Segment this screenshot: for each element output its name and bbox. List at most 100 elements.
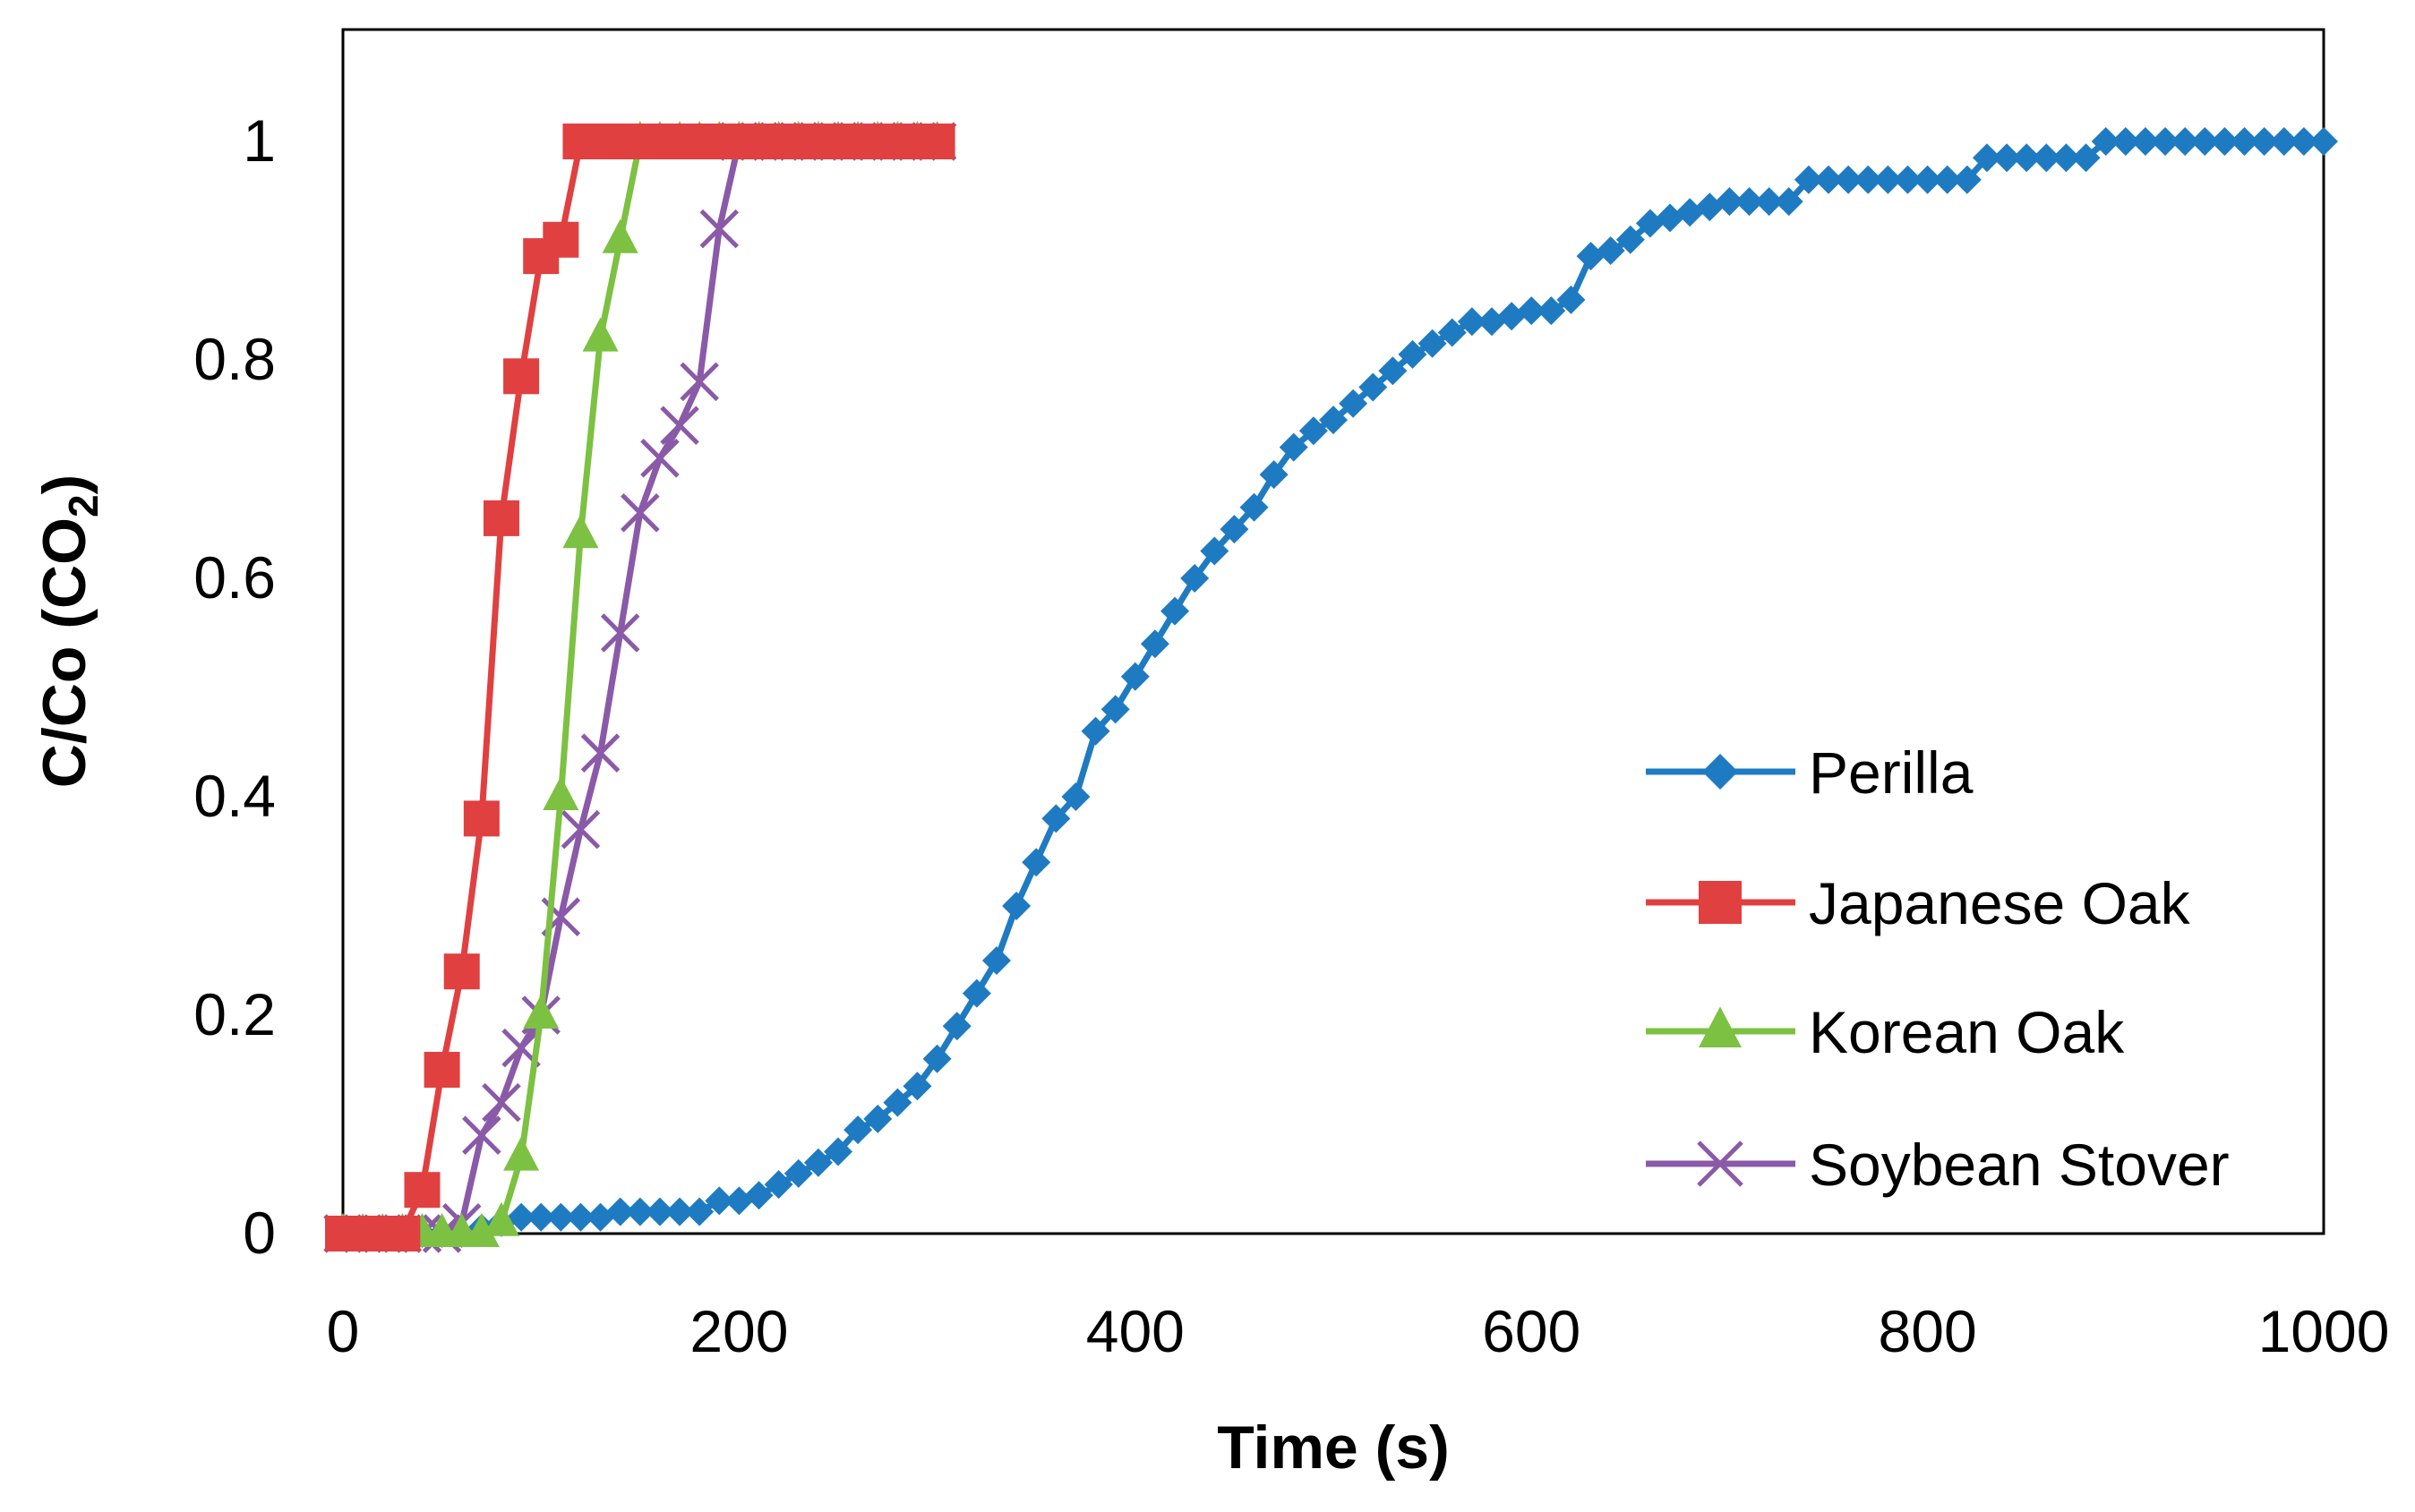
data-point: [507, 1202, 536, 1232]
data-point: [546, 1202, 576, 1232]
data-point: [1517, 296, 1546, 326]
data-point: [602, 218, 638, 253]
legend-item: Soybean Stover: [1646, 1132, 2230, 1198]
data-point: [744, 1181, 774, 1210]
series-perilla: [329, 127, 2338, 1248]
x-tick-label: 800: [1879, 1298, 1977, 1364]
data-point: [404, 1172, 441, 1209]
x-tick-label: 400: [1086, 1298, 1185, 1364]
data-point: [424, 1052, 460, 1088]
data-point: [1180, 564, 1210, 593]
data-point: [503, 358, 540, 395]
data-point: [1002, 892, 1032, 920]
data-point: [463, 1213, 500, 1247]
data-point: [764, 1170, 793, 1200]
y-axis-title-close: ): [30, 474, 98, 495]
data-point: [1220, 515, 1249, 544]
data-point: [1120, 662, 1150, 691]
data-point: [2171, 127, 2200, 156]
legend-marker: [1702, 754, 1738, 790]
data-point: [1556, 285, 1586, 314]
data-point: [1794, 165, 1823, 194]
legend-item: Korean Oak: [1646, 999, 2125, 1065]
data-point: [883, 1088, 912, 1117]
series-soybean-stover: [323, 122, 957, 1253]
data-point: [1952, 165, 1982, 194]
y-axis-title-main: C/Co (CO: [30, 517, 98, 788]
data-point: [621, 493, 660, 533]
data-point: [1675, 198, 1705, 227]
data-point: [1457, 307, 1486, 337]
data-point: [1873, 165, 1903, 194]
data-point: [1932, 165, 1962, 194]
x-tick-label: 0: [327, 1298, 360, 1364]
legend-label: Korean Oak: [1809, 999, 2125, 1065]
data-point: [2091, 127, 2120, 156]
y-tick-label: 0.4: [193, 763, 276, 829]
y-axis-ticks: 0 0.2 0.4 0.6 0.8 1: [193, 107, 276, 1266]
data-point: [582, 317, 619, 352]
data-point: [2151, 127, 2180, 156]
data-point: [443, 953, 480, 990]
data-point: [680, 362, 719, 402]
data-point: [562, 514, 599, 549]
y-tick-label: 0.8: [193, 326, 276, 392]
y-tick-label: 1: [243, 107, 276, 174]
data-point: [784, 1158, 813, 1188]
data-point: [561, 809, 601, 850]
x-tick-label: 600: [1482, 1298, 1580, 1364]
legend: Perilla Japanese Oak Korean Oak Soybean Sto…: [1646, 739, 2230, 1198]
data-point: [1635, 209, 1665, 238]
data-point: [1834, 165, 1863, 194]
data-point: [1358, 372, 1388, 402]
legend-label: Soybean Stover: [1809, 1132, 2230, 1198]
data-point: [1339, 389, 1368, 418]
data-point: [1140, 629, 1169, 659]
data-point: [580, 733, 621, 773]
data-point: [2051, 143, 2081, 173]
data-point: [724, 1186, 754, 1216]
data-point: [1576, 242, 1606, 271]
data-point: [844, 1115, 873, 1145]
data-point: [903, 1072, 932, 1101]
data-point: [2309, 127, 2338, 156]
data-point: [2111, 127, 2140, 156]
legend-item: Japanese Oak: [1646, 870, 2191, 936]
data-point: [1437, 318, 1467, 347]
data-point: [699, 209, 740, 249]
data-point: [2071, 143, 2101, 173]
data-point: [863, 1104, 893, 1133]
data-point: [962, 978, 991, 1008]
data-point: [543, 776, 579, 810]
data-point: [384, 1216, 421, 1251]
data-point: [483, 500, 519, 536]
data-point: [645, 1197, 674, 1226]
y-tick-label: 0.2: [193, 981, 276, 1047]
legend-marker: [1699, 881, 1742, 924]
data-point: [1992, 143, 2022, 173]
data-point: [1596, 236, 1625, 265]
data-point: [462, 1115, 501, 1155]
data-point: [1081, 716, 1110, 746]
data-point: [660, 406, 699, 445]
data-point: [1893, 165, 1923, 194]
data-point: [1774, 187, 1803, 217]
data-point: [1972, 143, 2001, 173]
data-point: [1913, 165, 1942, 194]
data-point: [1041, 804, 1071, 833]
x-tick-label: 1000: [2258, 1298, 2390, 1364]
series-japanese-oak: [325, 124, 955, 1251]
data-point: [2190, 127, 2220, 156]
series-korean-oak: [325, 121, 955, 1247]
data-point: [483, 1201, 519, 1236]
data-point: [503, 1136, 540, 1171]
y-axis-title-subscript: 2: [60, 494, 107, 517]
data-point: [803, 1148, 833, 1177]
data-point: [824, 1137, 852, 1166]
data-point: [1537, 296, 1566, 326]
legend-label: Perilla: [1809, 739, 1974, 806]
data-point: [2210, 127, 2239, 156]
data-point: [981, 946, 1011, 975]
data-point: [1319, 406, 1348, 435]
